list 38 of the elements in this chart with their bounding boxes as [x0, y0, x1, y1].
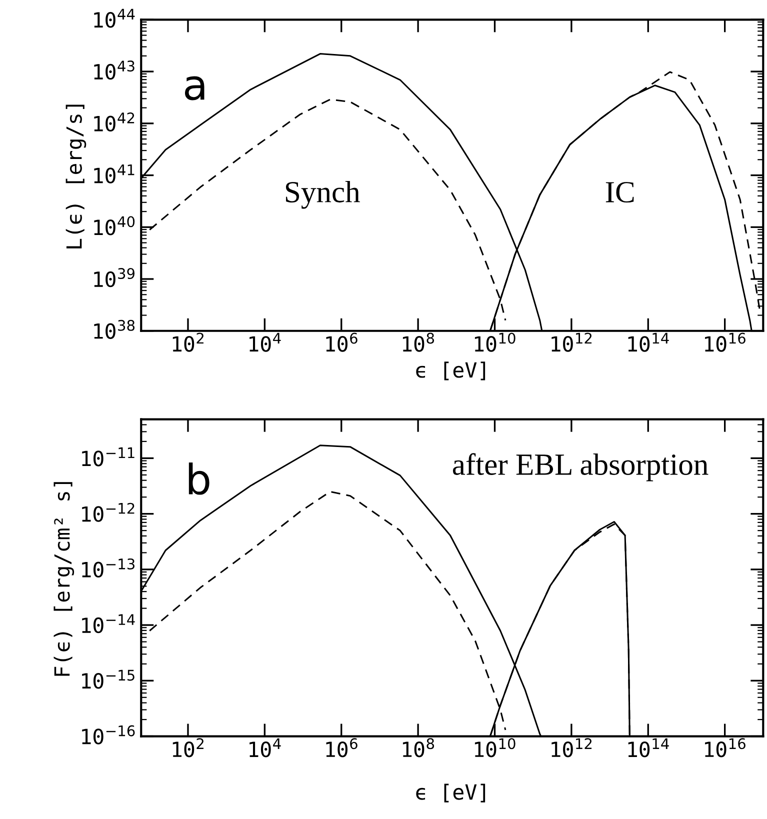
annotation: a: [184, 76, 204, 100]
y-tick-label: 10$^{−12}$: [82, 502, 134, 522]
x-axis-title: ϵ [eV]: [416, 362, 486, 380]
x-tick-label: 10$^{4}$: [250, 738, 281, 758]
x-tick-label: 10$^{14}$: [628, 332, 669, 352]
x-tick-label: 10$^{4}$: [250, 332, 281, 352]
x-tick-label: 10$^{8}$: [402, 738, 434, 758]
x-tick-label: 10$^{12}$: [552, 332, 592, 352]
x-tick-label: 10$^{12}$: [552, 738, 592, 758]
annotation: IC: [606, 182, 634, 203]
y-tick-label: 10$^{−15}$: [82, 670, 134, 689]
y-tick-label: 10$^{39}$: [94, 268, 134, 288]
x-tick-label: 10$^{14}$: [628, 738, 669, 758]
y-tick-label: 10$^{40}$: [94, 216, 135, 236]
y-tick-label: 10$^{43}$: [94, 60, 134, 80]
x-tick-label: 10$^{2}$: [172, 738, 204, 758]
y-axis-title: L(ϵ) [erg/s]: [66, 104, 86, 248]
y-tick-label: 10$^{42}$: [94, 112, 134, 132]
annotation: after EBL absorption: [452, 453, 708, 482]
y-tick-label: 10$^{−16}$: [82, 725, 135, 744]
x-tick-label: 10$^{16}$: [705, 332, 746, 352]
y-tick-label: 10$^{41}$: [94, 164, 134, 184]
x-axis-title: ϵ [eV]: [416, 784, 486, 802]
y-tick-label: 10$^{38}$: [94, 320, 135, 339]
y-tick-label: 10$^{−13}$: [82, 558, 134, 578]
x-tick-label: 10$^{10}$: [474, 332, 516, 352]
x-tick-label: 10$^{8}$: [402, 332, 434, 352]
annotation: Synch: [286, 180, 360, 209]
y-tick-label: 10$^{−14}$: [82, 614, 135, 634]
x-tick-label: 10$^{10}$: [474, 738, 516, 758]
x-tick-label: 10$^{6}$: [326, 738, 358, 758]
x-tick-label: 10$^{6}$: [326, 332, 358, 352]
annotation: b: [188, 462, 210, 495]
y-tick-label: 10$^{44}$: [94, 8, 135, 28]
y-axis-title: F(ϵ) [erg/cm² s]: [54, 482, 74, 676]
x-tick-label: 10$^{16}$: [705, 738, 746, 758]
y-tick-label: 10$^{−11}$: [82, 447, 134, 466]
x-tick-label: 10$^{2}$: [172, 332, 204, 352]
